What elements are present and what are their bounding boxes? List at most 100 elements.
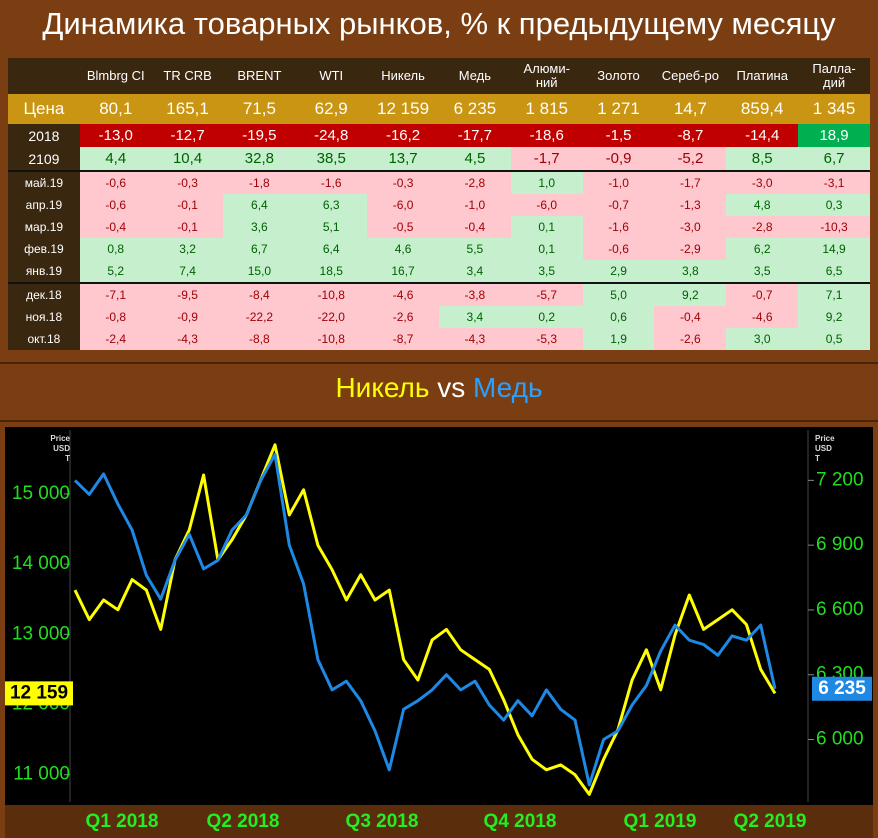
table-cell: -8,4 (223, 282, 296, 306)
y-tick-label: 14 000 (12, 553, 70, 574)
y-axis-label: T (65, 454, 70, 463)
x-axis-band (5, 805, 873, 838)
y-axis-label: Price (50, 434, 70, 443)
table-cell: 3,5 (726, 260, 799, 283)
x-tick-label: Q2 2018 (207, 811, 280, 832)
table-cell: -17,7 (438, 124, 511, 147)
market-table: Blmbrg CI TR CRB BRENT WTI Никель Медь Алюми- … (8, 58, 870, 350)
table-cell: 18,5 (295, 260, 368, 283)
table-cell: -7,1 (79, 282, 152, 306)
table-cell: -14,4 (726, 124, 799, 147)
x-tick-label: Q1 2019 (624, 811, 697, 832)
divider (0, 362, 878, 364)
series-line (73, 443, 777, 796)
table-row: Цена 80,1 165,1 71,5 62,9 12 159 6 235 1 815 1 2… (8, 94, 870, 124)
table-row: фев.19 0,8 3,2 6,7 6,4 4,6 5,5 0,1 -0,6 -2,9 6,2 14… (8, 238, 870, 260)
table-cell: 12 159 (367, 94, 439, 124)
table-cell: 1 815 (510, 94, 583, 124)
table-cell: -1,7 (510, 147, 583, 171)
title-part: Никель (335, 372, 430, 403)
table-cell: -0,1 (151, 194, 224, 216)
column-header: Blmbrg CI (86, 68, 145, 83)
chart-title: Никель vs Медь (0, 372, 878, 404)
table-row: ноя.18 -0,8 -0,9 -22,2 -22,0 -2,6 3,4 0,2 0,6 -0,… (8, 306, 870, 328)
table-cell: 32,8 (223, 147, 296, 171)
table-row: 2109 4,4 10,4 32,8 38,5 13,7 4,5 -1,7 -0,9 -5,2 8,… (8, 147, 870, 171)
column-header: Золото (597, 68, 640, 83)
row-label: апр.19 (8, 194, 80, 216)
table-cell: -2,8 (726, 216, 799, 238)
y2-tick-label: 7 200 (816, 469, 864, 490)
table-cell: 6,3 (295, 194, 368, 216)
y2-tick-label: 6 900 (816, 534, 864, 555)
y2-tick-label: 6 000 (816, 729, 864, 750)
table-cell: -1,3 (654, 194, 727, 216)
row-label: янв.19 (8, 260, 80, 283)
table-cell: 18,9 (798, 124, 870, 147)
table-cell: 4,5 (438, 147, 511, 171)
table-cell: -0,6 (79, 194, 152, 216)
table-cell: 71,5 (223, 94, 296, 124)
row-label: мар.19 (8, 216, 80, 238)
column-header: Платина (736, 68, 788, 83)
table-cell: 4,6 (367, 238, 439, 260)
table-cell: 14,7 (654, 94, 727, 124)
table-cell: -0,4 (438, 216, 511, 238)
table-cell: -9,5 (151, 282, 224, 306)
table-cell: -4,3 (438, 328, 511, 350)
table-cell: -0,4 (654, 306, 727, 328)
plot-background (5, 427, 873, 805)
title-part: Медь (473, 372, 543, 403)
table-row: дек.18 -7,1 -9,5 -8,4 -10,8 -4,6 -3,8 -5,7 5,0 9,… (8, 282, 870, 306)
y2-axis-label: USD (815, 444, 832, 453)
table-cell: 0,1 (510, 238, 583, 260)
row-label: 2109 (8, 147, 80, 171)
table-cell: -3,0 (726, 170, 799, 194)
table-cell: -0,7 (726, 282, 799, 306)
table-cell: -10,8 (295, 282, 368, 306)
table-cell: -8,7 (654, 124, 727, 147)
table-cell: 1,9 (582, 328, 655, 350)
table-cell: 859,4 (726, 94, 799, 124)
table-cell: -2,6 (367, 306, 439, 328)
x-tick-label: Q2 2019 (734, 811, 807, 832)
table-cell: -3,1 (798, 170, 870, 194)
table-cell: 7,1 (798, 282, 870, 306)
table-cell: -1,0 (438, 194, 511, 216)
row-label: 2018 (8, 124, 80, 147)
y-tick-label: 13 000 (12, 623, 70, 644)
table-cell: -2,4 (79, 328, 152, 350)
table-cell: -4,6 (726, 306, 799, 328)
table-cell: -0,9 (151, 306, 224, 328)
table-cell: -3,0 (654, 216, 727, 238)
value-label-box (812, 676, 872, 701)
table-cell: -2,8 (438, 170, 511, 194)
row-label: Цена (8, 94, 80, 124)
table-cell: -0,6 (79, 170, 152, 194)
table-cell: 3,2 (151, 238, 224, 260)
table-cell: 5,1 (295, 216, 368, 238)
column-header: Сереб-ро (661, 68, 719, 83)
table-cell: 6,2 (726, 238, 799, 260)
table-cell: -24,8 (295, 124, 368, 147)
table-cell: 15,0 (223, 260, 296, 283)
table-cell: 165,1 (151, 94, 224, 124)
table-cell: -2,6 (654, 328, 727, 350)
page-title: Динамика товарных рынков, % к предыдущем… (42, 6, 836, 41)
table-cell: -8,8 (223, 328, 296, 350)
table-row: мар.19 -0,4 -0,1 3,6 5,1 -0,5 -0,4 0,1 -1,6 -3,0-… (8, 216, 870, 238)
table-cell: -1,8 (223, 170, 296, 194)
table-cell: 5,5 (438, 238, 511, 260)
table-cell: -0,3 (151, 170, 224, 194)
table-cell: 7,4 (151, 260, 224, 283)
table-row: янв.19 5,2 7,4 15,0 18,5 16,7 3,4 3,5 2,9 3,8 3,5 6… (8, 260, 870, 283)
table-cell: 14,9 (798, 238, 870, 260)
table-cell: 5,0 (582, 282, 655, 306)
table-cell: 0,3 (798, 194, 870, 216)
table-cell: -0,6 (582, 238, 655, 260)
table-cell: 6,5 (798, 260, 870, 283)
column-header: WTI (319, 68, 344, 83)
table-cell: -18,6 (510, 124, 583, 147)
